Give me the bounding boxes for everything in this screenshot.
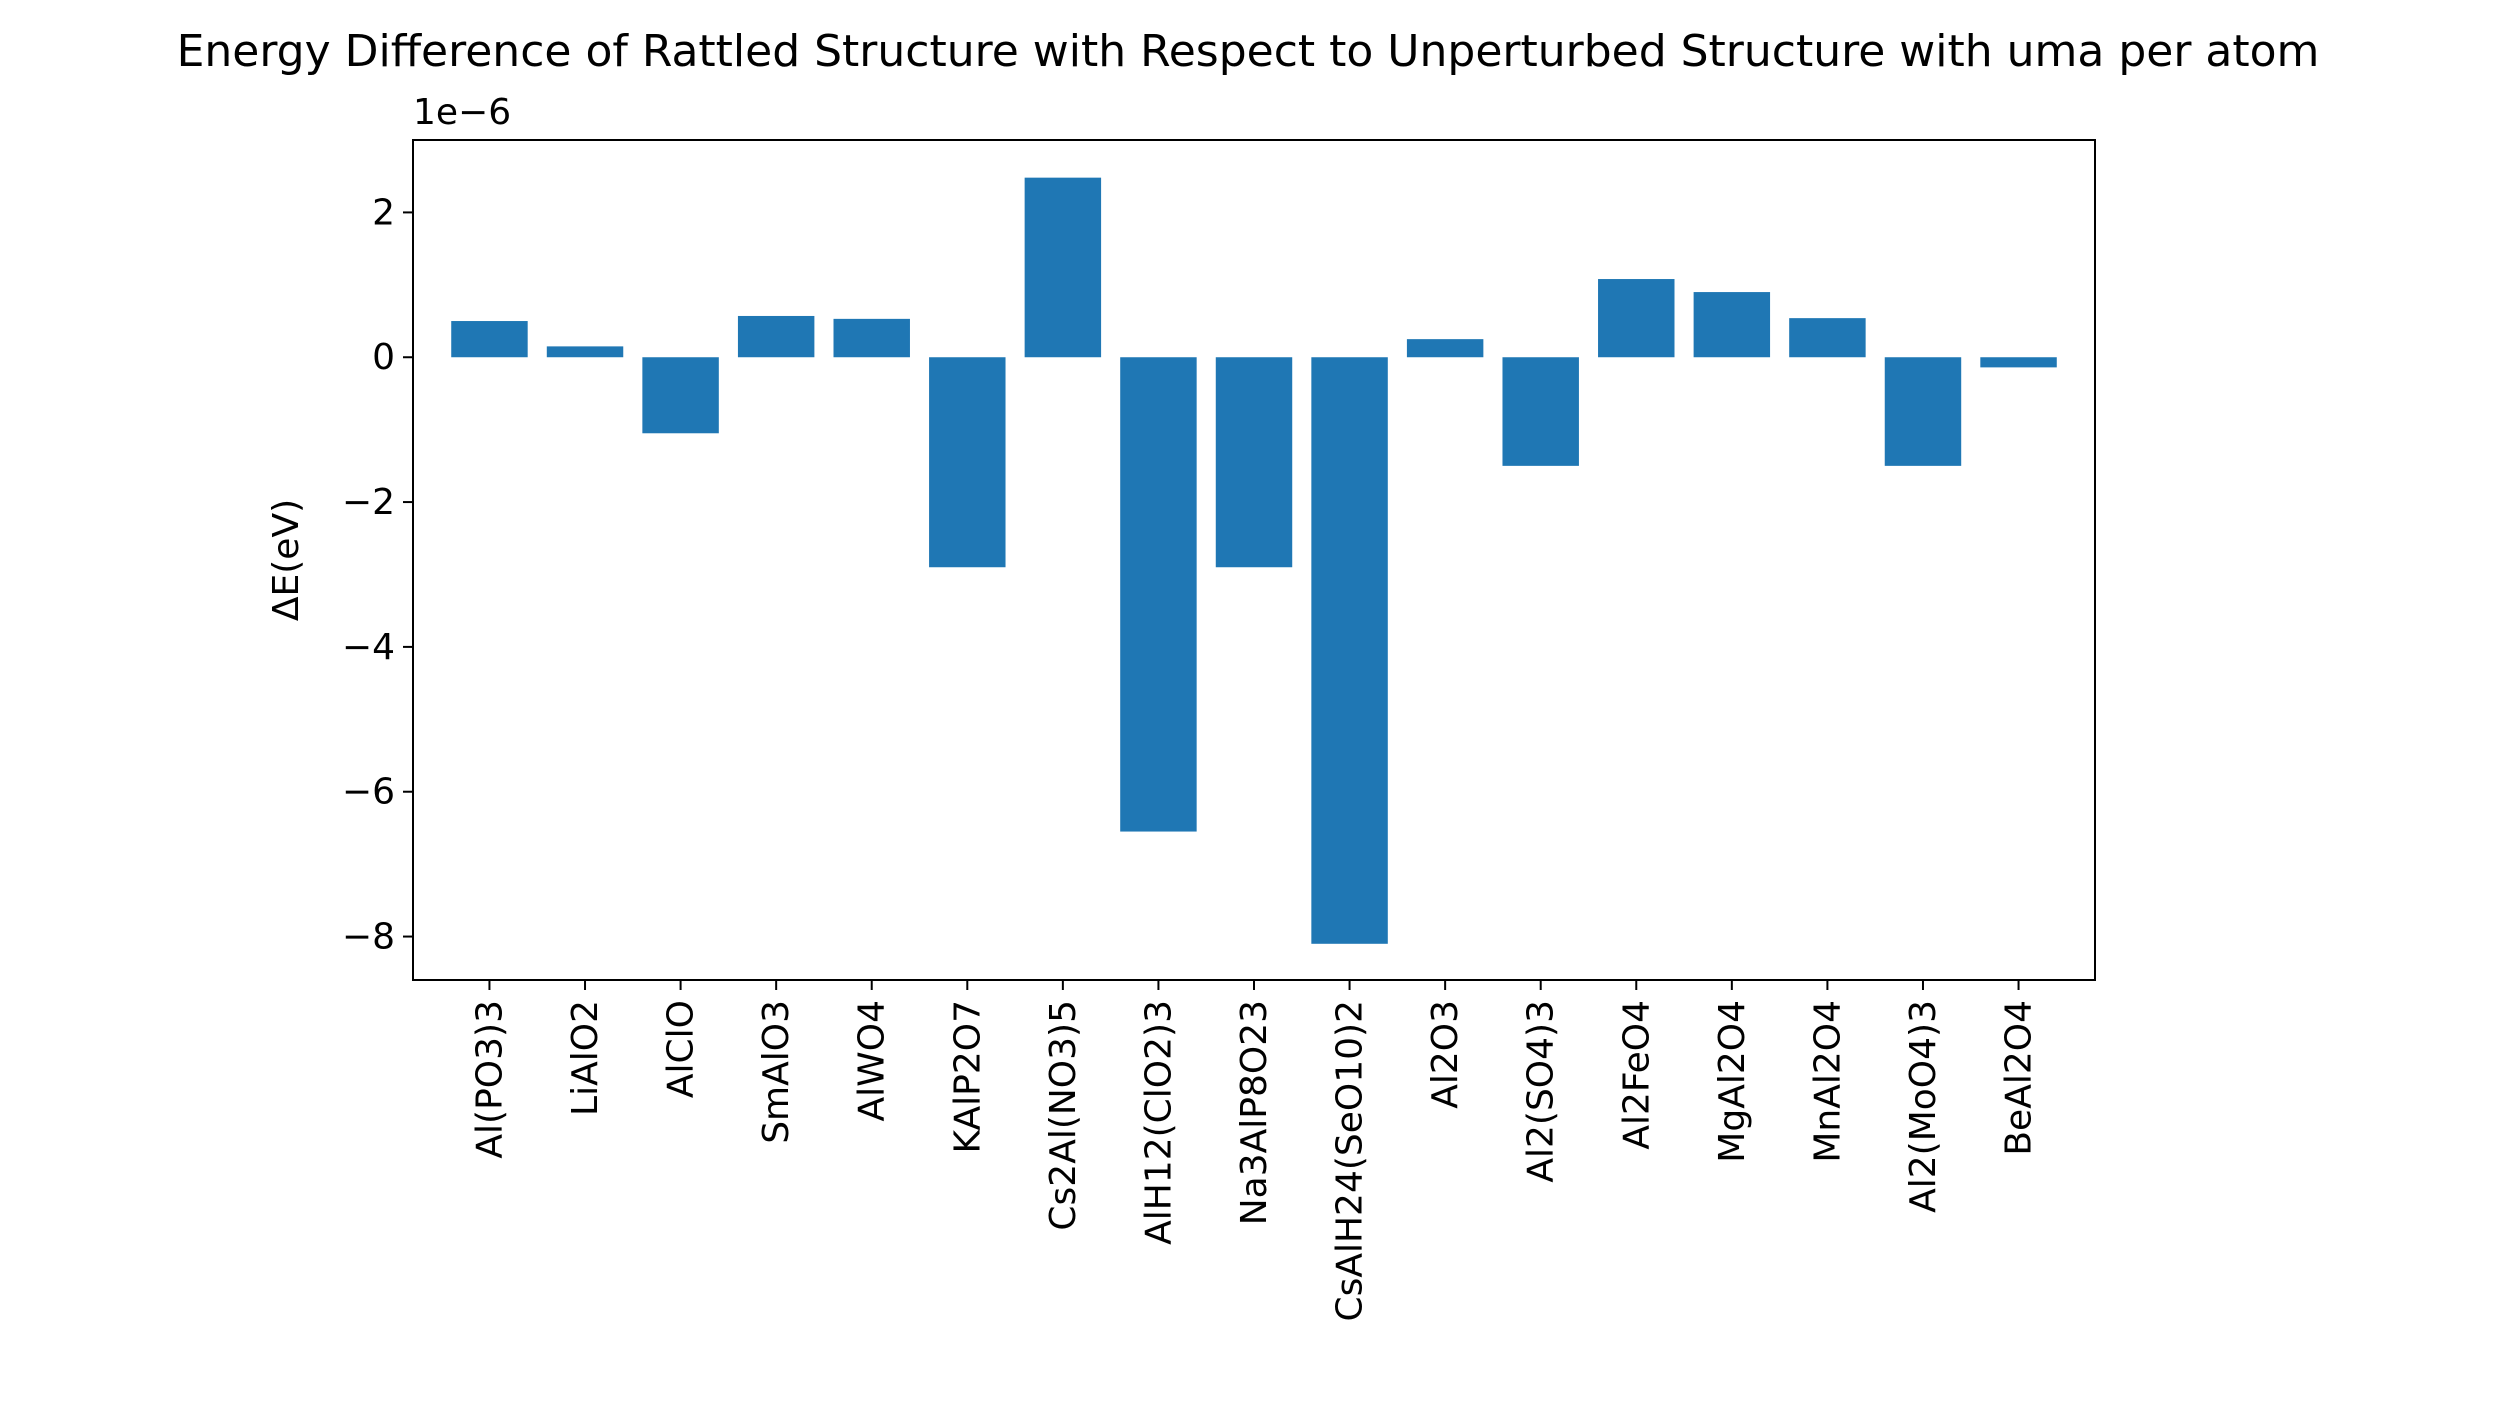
bar-7 xyxy=(1024,177,1102,358)
x-tick-label: BeAl2O4 xyxy=(1999,1000,2040,1156)
bar-14 xyxy=(1693,292,1771,358)
bar-9 xyxy=(1215,357,1293,568)
x-tick-label: SmAlO3 xyxy=(756,1000,797,1144)
chart-title: Energy Difference of Rattled Structure w… xyxy=(177,26,2320,77)
bar-6 xyxy=(929,357,1006,568)
y-tick-label: −4 xyxy=(342,627,395,668)
bar-1 xyxy=(451,321,528,358)
bar-15 xyxy=(1789,318,1866,358)
x-tick-label: Al2(SO4)3 xyxy=(1521,1000,1562,1183)
y-tick-label: −2 xyxy=(342,482,395,523)
x-tick-label: KAlP2O7 xyxy=(947,1000,988,1153)
bar-10 xyxy=(1311,357,1388,944)
bar-4 xyxy=(737,315,815,358)
x-axis-ticks: Al(PO3)3 LiAlO2 AlClO SmAlO3 AlWO4 KAlP2O7 Cs2… xyxy=(469,980,2040,1322)
bar-16 xyxy=(1884,357,1962,466)
bars-group xyxy=(451,177,2057,944)
x-tick-label: MnAl2O4 xyxy=(1807,1000,1848,1163)
y-axis-label: ΔE(eV) xyxy=(266,499,307,621)
bar-12 xyxy=(1502,357,1579,466)
y-tick-label: 0 xyxy=(372,337,395,378)
bar-3 xyxy=(642,357,719,434)
x-tick-label: MgAl2O4 xyxy=(1712,1000,1753,1163)
x-tick-label: AlWO4 xyxy=(852,1000,893,1121)
bar-5 xyxy=(833,318,910,358)
x-tick-label: CsAlH24(SeO10)2 xyxy=(1330,1000,1371,1322)
y-tick-label: −8 xyxy=(342,917,395,958)
plot-frame xyxy=(412,139,2096,981)
x-tick-label: AlClO xyxy=(661,1000,702,1098)
bar-13 xyxy=(1598,279,1675,358)
bar-8 xyxy=(1120,357,1197,832)
bar-17 xyxy=(1980,357,2057,368)
y-tick-label: −6 xyxy=(342,772,395,813)
x-tick-label: Al2FeO4 xyxy=(1616,1000,1657,1150)
x-tick-label: AlH12(ClO2)3 xyxy=(1138,1000,1179,1245)
bar-2 xyxy=(546,346,624,358)
bar-11 xyxy=(1406,339,1484,358)
x-tick-label: Al2O3 xyxy=(1425,1000,1466,1109)
x-tick-label: Al(PO3)3 xyxy=(469,1000,510,1159)
x-tick-label: Na3AlP8O23 xyxy=(1234,1000,1275,1225)
y-tick-label: 2 xyxy=(372,192,395,233)
x-tick-label: Al2(MoO4)3 xyxy=(1903,1000,1944,1213)
x-tick-label: Cs2Al(NO3)5 xyxy=(1043,1000,1084,1231)
y-axis-offset-text: 1e−6 xyxy=(413,92,511,133)
x-tick-label: LiAlO2 xyxy=(565,1000,606,1116)
y-axis-ticks: −8 −6 −4 −2 0 2 xyxy=(342,192,413,958)
